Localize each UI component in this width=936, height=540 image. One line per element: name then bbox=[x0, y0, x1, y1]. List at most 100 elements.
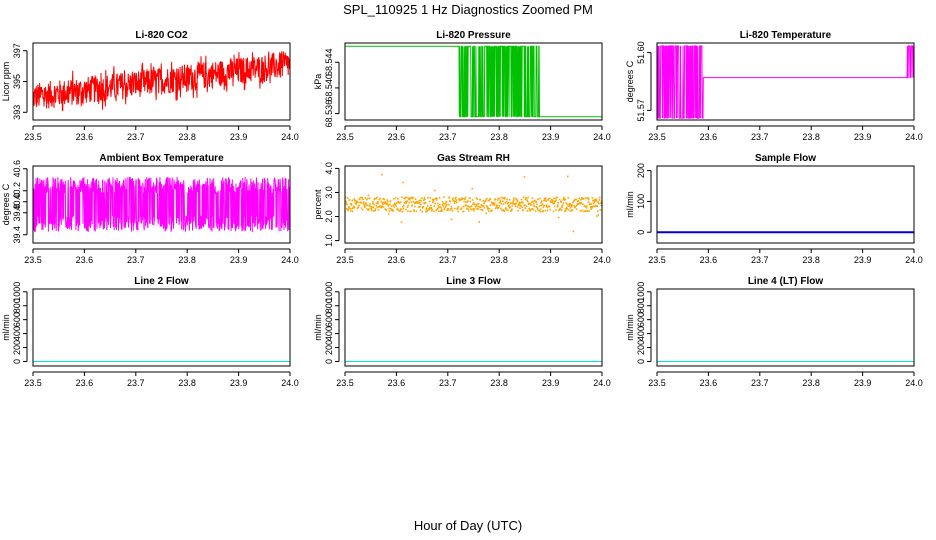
x-tick-label: 24.0 bbox=[905, 255, 923, 265]
panel-li-820-pressure: Li-820 Pressure 23.5 23.6 23.7 23.8 23.9 24.0 6… bbox=[313, 30, 611, 142]
x-tick-label: 24.0 bbox=[593, 378, 611, 388]
plot-frame bbox=[344, 42, 603, 121]
y-tick-label: 1.0 bbox=[324, 234, 334, 247]
y-tick-label: 200 bbox=[12, 340, 22, 355]
y-tick-label: 68.536 bbox=[324, 100, 334, 128]
y-tick-label: 1000 bbox=[12, 282, 22, 302]
x-tick-label: 23.8 bbox=[178, 378, 196, 388]
x-tick-label: 24.0 bbox=[905, 378, 923, 388]
series-group bbox=[33, 176, 290, 233]
y-tick-label: 39.4 bbox=[12, 226, 22, 244]
x-axis-title: Hour of Day (UTC) bbox=[413, 518, 523, 533]
y-tick-label: 200 bbox=[636, 340, 646, 355]
x-tick-label: 23.9 bbox=[854, 132, 872, 142]
y-tick-label: 393 bbox=[12, 105, 22, 120]
x-tick-label: 23.6 bbox=[76, 255, 94, 265]
y-tick-label: 395 bbox=[12, 74, 22, 89]
series-group bbox=[345, 45, 602, 118]
panel-title: Line 2 Flow bbox=[134, 276, 189, 287]
y-tick-label: 2.0 bbox=[324, 210, 334, 223]
panel-li-820-co2: Li-820 CO2 23.5 23.6 23.7 23.8 23.9 24.0 393 395… bbox=[1, 30, 299, 142]
y-axis-title: ml/min bbox=[625, 191, 635, 218]
x-tick-label: 23.9 bbox=[854, 255, 872, 265]
y-tick-label: 200 bbox=[636, 163, 646, 178]
y-tick-label: 51.60 bbox=[636, 41, 646, 64]
y-axis-title: degrees C bbox=[1, 183, 11, 225]
y-tick-label: 800 bbox=[324, 298, 334, 313]
y-tick-label: 40.2 bbox=[12, 182, 22, 200]
series-group bbox=[33, 51, 290, 112]
x-tick-label: 23.5 bbox=[336, 378, 354, 388]
x-tick-label: 23.6 bbox=[700, 255, 718, 265]
x-tick-label: 23.7 bbox=[127, 132, 145, 142]
y-tick-label: 39.8 bbox=[12, 204, 22, 222]
x-tick-label: 23.6 bbox=[76, 378, 94, 388]
x-tick-label: 23.5 bbox=[648, 378, 666, 388]
x-tick-label: 23.7 bbox=[127, 378, 145, 388]
plot-frame bbox=[656, 42, 915, 121]
panel-line-3-flow: Line 3 Flow 23.5 23.6 23.7 23.8 23.9 24.0 0 2004… bbox=[313, 276, 611, 388]
x-tick-label: 24.0 bbox=[905, 132, 923, 142]
panel-title: Sample Flow bbox=[755, 153, 816, 164]
x-tick-label: 23.5 bbox=[24, 378, 42, 388]
y-tick-label: 0 bbox=[12, 359, 22, 364]
plot-frame bbox=[656, 288, 915, 367]
y-tick-label: 0 bbox=[636, 359, 646, 364]
plot-frame bbox=[344, 288, 603, 367]
panel-title: Li-820 CO2 bbox=[135, 30, 188, 41]
series-line-li-820-pressure bbox=[345, 45, 602, 118]
x-tick-label: 23.5 bbox=[336, 132, 354, 142]
x-tick-label: 23.7 bbox=[439, 378, 457, 388]
x-tick-label: 23.5 bbox=[336, 255, 354, 265]
y-tick-label: 40.6 bbox=[12, 160, 22, 178]
x-tick-label: 23.7 bbox=[751, 132, 769, 142]
y-tick-label: 400 bbox=[636, 326, 646, 341]
x-tick-label: 23.7 bbox=[439, 132, 457, 142]
series-points-gas-stream-rh bbox=[345, 173, 602, 233]
x-tick-label: 23.5 bbox=[648, 132, 666, 142]
x-tick-label: 23.9 bbox=[230, 132, 248, 142]
plot-frame bbox=[656, 165, 915, 244]
panel-line-4-lt-flow: Line 4 (LT) Flow 23.5 23.6 23.7 23.8 23.9 24.0… bbox=[625, 276, 923, 388]
x-tick-label: 23.8 bbox=[178, 132, 196, 142]
x-tick-label: 23.8 bbox=[802, 132, 820, 142]
x-tick-label: 23.7 bbox=[439, 255, 457, 265]
x-tick-label: 23.9 bbox=[542, 255, 560, 265]
x-tick-label: 23.9 bbox=[542, 378, 560, 388]
panel-title: Li-820 Temperature bbox=[740, 30, 832, 41]
y-tick-label: 0 bbox=[324, 359, 334, 364]
x-tick-label: 23.8 bbox=[490, 378, 508, 388]
y-tick-label: 1000 bbox=[636, 282, 646, 302]
panel-line-2-flow: Line 2 Flow 23.5 23.6 23.7 23.8 23.9 24.0 0 2004… bbox=[1, 276, 299, 388]
plot-frame bbox=[344, 165, 603, 244]
y-tick-label: 3.0 bbox=[324, 186, 334, 199]
plot-frame bbox=[32, 288, 291, 367]
panel-title: Line 3 Flow bbox=[446, 276, 501, 287]
x-tick-label: 23.7 bbox=[751, 378, 769, 388]
figure-title: SPL_110925 1 Hz Diagnostics Zoomed PM bbox=[343, 2, 593, 17]
y-tick-label: 800 bbox=[12, 298, 22, 313]
panel-li-820-temperature: Li-820 Temperature 23.5 23.6 23.7 23.8 23.9 24… bbox=[625, 30, 923, 142]
panel-title: Li-820 Pressure bbox=[436, 30, 511, 41]
y-tick-label: 397 bbox=[12, 43, 22, 58]
panel-gas-stream-rh: Gas Stream RH 23.5 23.6 23.7 23.8 23.9 24.0 1.0… bbox=[313, 153, 611, 265]
series-group bbox=[657, 45, 914, 119]
y-tick-label: 4.0 bbox=[324, 162, 334, 175]
series-line-li-820-temperature bbox=[657, 45, 914, 119]
x-tick-label: 23.8 bbox=[178, 255, 196, 265]
x-tick-label: 23.5 bbox=[648, 255, 666, 265]
x-tick-label: 23.6 bbox=[76, 132, 94, 142]
y-tick-label: 600 bbox=[324, 312, 334, 327]
y-tick-label: 800 bbox=[636, 298, 646, 313]
panel-ambient-box-temperature: Ambient Box Temperature 23.5 23.6 23.7 23.8 2… bbox=[1, 153, 299, 265]
x-tick-label: 23.6 bbox=[388, 255, 406, 265]
y-axis-title: kPa bbox=[313, 74, 323, 90]
series-group bbox=[345, 173, 602, 233]
y-tick-label: 40.0 bbox=[12, 193, 22, 211]
x-tick-label: 23.6 bbox=[700, 378, 718, 388]
x-tick-label: 23.7 bbox=[127, 255, 145, 265]
x-tick-label: 23.9 bbox=[542, 132, 560, 142]
y-tick-label: 68.544 bbox=[324, 48, 334, 76]
y-tick-label: 51.57 bbox=[636, 99, 646, 122]
x-tick-label: 24.0 bbox=[281, 378, 299, 388]
